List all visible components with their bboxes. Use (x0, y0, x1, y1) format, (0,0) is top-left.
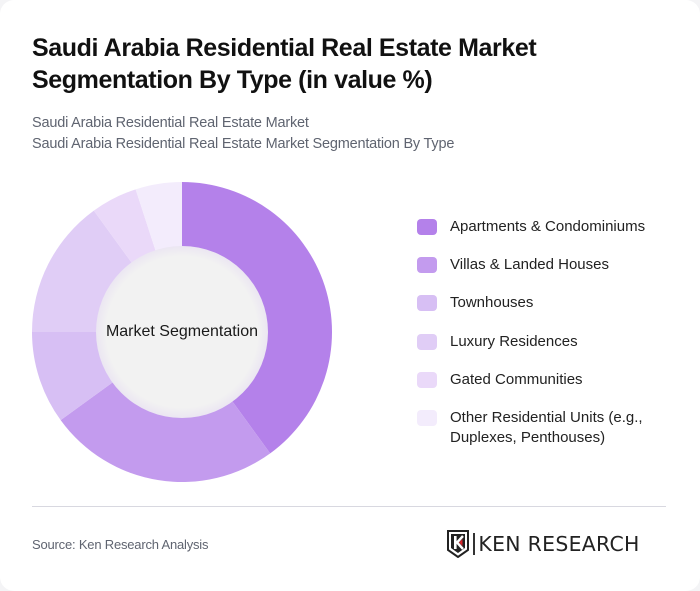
footer-divider (32, 506, 666, 507)
subtitle-line-2: Saudi Arabia Residential Real Estate Mar… (32, 136, 455, 152)
legend-item-luxury[interactable]: Luxury Residences (417, 327, 680, 352)
legend-item-apartments[interactable]: Apartments & Condominiums (417, 212, 680, 237)
donut-hole (96, 246, 268, 418)
logo-wordmark: KEN RESEARCH (477, 532, 640, 556)
chart-title: Saudi Arabia Residential Real Estate Mar… (32, 34, 537, 94)
logo-separator (473, 533, 475, 555)
legend-label: Apartments & Condominiums (450, 218, 646, 235)
donut-center-label: Market Segmentation (105, 323, 259, 340)
donut-chart (32, 182, 332, 482)
subtitle-line-1: Saudi Arabia Residential Real Estate Mar… (32, 115, 309, 131)
legend-swatch (417, 295, 437, 311)
legend-item-villas[interactable]: Villas & Landed Houses (417, 250, 680, 275)
legend-swatch (417, 372, 437, 388)
legend-label: Villas & Landed Houses (450, 256, 609, 273)
legend-swatch (417, 257, 437, 273)
legend-swatch (417, 334, 437, 350)
chart-subtitle: Saudi Arabia Residential Real Estate Mar… (32, 113, 454, 155)
legend-label: Townhouses (450, 294, 534, 311)
legend-label: Gated Communities (450, 371, 583, 388)
ken-logo-shield-icon (447, 530, 469, 558)
legend-swatch (417, 219, 437, 235)
legend-item-townhouses[interactable]: Townhouses (417, 288, 680, 313)
source-note: Source: Ken Research Analysis (32, 537, 209, 552)
legend-label: Other Residential Units (e.g., Duplexes,… (450, 409, 643, 446)
legend-item-other[interactable]: Other Residential Units (e.g., Duplexes,… (417, 403, 680, 448)
ken-research-logo: KEN RESEARCH (447, 530, 640, 558)
legend-swatch (417, 410, 437, 426)
legend-item-gated[interactable]: Gated Communities (417, 365, 680, 390)
legend-label: Luxury Residences (450, 333, 578, 350)
